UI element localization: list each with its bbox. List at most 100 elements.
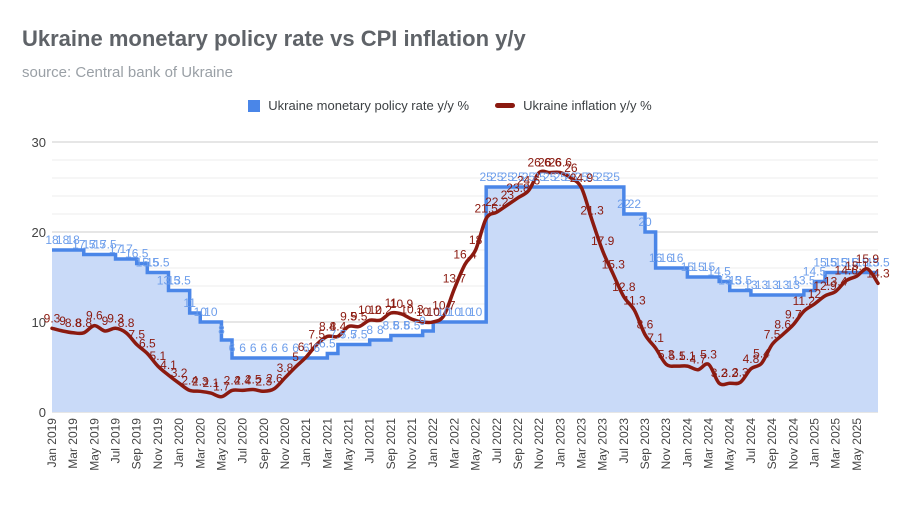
- inflation-data-label: 7.1: [647, 331, 664, 345]
- policy-rate-data-label: 6.5: [319, 337, 336, 351]
- policy-rate-data-label: 22: [628, 197, 642, 211]
- inflation-data-label: 12.9: [813, 279, 837, 293]
- x-tick-label: Jan 2022: [426, 418, 440, 468]
- x-tick-label: Jul 2021: [363, 418, 377, 464]
- policy-rate-data-label: 22: [617, 197, 631, 211]
- policy-rate-data-label: 10: [427, 305, 441, 319]
- inflation-data-label: 23.8: [506, 181, 530, 195]
- policy-rate-data-label: 13.5: [792, 274, 816, 288]
- policy-rate-data-label: 14.5: [707, 265, 731, 279]
- inflation-data-label: 8.6: [637, 318, 654, 332]
- policy-rate-data-label: 9: [419, 314, 426, 328]
- inflation-data-label: 15.1: [845, 259, 869, 273]
- policy-rate-data-label: 13.5: [167, 274, 191, 288]
- x-tick-label: Jan 2025: [807, 418, 821, 468]
- x-tick-label: Jan 2023: [553, 418, 567, 468]
- x-tick-label: Jan 2024: [680, 418, 694, 468]
- x-tick-label: May 2021: [342, 418, 356, 471]
- legend-swatch-inflation: [495, 103, 516, 108]
- inflation-data-label: 11.3: [623, 293, 646, 307]
- inflation-data-label: 12.8: [612, 280, 636, 294]
- x-tick-label: Jul 2023: [617, 418, 631, 464]
- policy-rate-data-label: 17.5: [93, 238, 117, 252]
- x-tick-label: May 2025: [850, 418, 864, 471]
- policy-rate-data-label: 25: [479, 170, 493, 184]
- policy-rate-data-label: 8: [377, 323, 384, 337]
- policy-rate-data-label: 15.5: [866, 256, 890, 270]
- policy-rate-data-label: 8.5: [383, 319, 400, 333]
- x-tick-label: Mar 2025: [829, 418, 843, 469]
- x-tick-label: Nov 2023: [659, 418, 673, 470]
- inflation-data-label: 16.4: [453, 247, 477, 261]
- x-tick-label: Jan 2021: [299, 418, 313, 468]
- inflation-data-label: 6.1: [298, 340, 315, 354]
- inflation-data-label: 21.3: [580, 203, 604, 217]
- x-tick-label: Jul 2024: [744, 418, 758, 464]
- policy-rate-data-label: 25: [596, 170, 610, 184]
- policy-rate-data-label: 20: [638, 215, 652, 229]
- inflation-data-label: 22.2: [485, 195, 509, 209]
- inflation-data-label: 4.7: [690, 353, 707, 367]
- policy-rate-data-label: 18: [45, 233, 59, 247]
- inflation-data-label: 2.6: [266, 372, 283, 386]
- y-tick-label: 20: [32, 225, 46, 240]
- inflation-data-label: 2.5: [245, 373, 262, 387]
- inflation-data-label: 24.6: [517, 174, 541, 188]
- inflation-data-label: 3.2: [171, 366, 188, 380]
- inflation-data-label: 13.4: [824, 274, 848, 288]
- policy-rate-data-label: 10: [458, 305, 472, 319]
- legend-item-policy-rate[interactable]: Ukraine monetary policy rate y/y %: [248, 98, 469, 113]
- legend-label-policy-rate: Ukraine monetary policy rate y/y %: [268, 98, 470, 113]
- policy-rate-data-label: 8.5: [393, 319, 410, 333]
- inflation-data-label: 5.3: [658, 347, 675, 361]
- inflation-data-label: 7.5: [308, 328, 325, 342]
- policy-rate-data-label: 25: [554, 170, 568, 184]
- x-tick-label: Nov 2022: [532, 418, 546, 470]
- inflation-data-label: 2.3: [255, 374, 272, 388]
- inflation-data-label: 9.5: [340, 310, 357, 324]
- policy-rate-data-label: 17: [109, 242, 123, 256]
- inflation-data-label: 10: [427, 305, 441, 319]
- policy-rate-data-label: 17.5: [83, 238, 107, 252]
- legend-label-inflation: Ukraine inflation y/y %: [523, 98, 652, 113]
- inflation-line: [50, 169, 880, 399]
- policy-rate-data-label: 8.5: [404, 319, 421, 333]
- policy-rate-data-label: 25: [585, 170, 599, 184]
- policy-rate-data-label: 16.5: [125, 247, 149, 261]
- policy-rate-data-label: 13: [755, 278, 769, 292]
- x-tick-label: Nov 2024: [786, 418, 800, 470]
- x-tick-label: Sep 2019: [130, 418, 144, 470]
- x-tick-label: Nov 2021: [405, 418, 419, 470]
- inflation-data-label: 9: [102, 314, 109, 328]
- policy-rate-data-label: 13: [765, 278, 779, 292]
- x-tick-label: May 2022: [469, 418, 483, 471]
- policy-rate-data-label: 16: [660, 251, 674, 265]
- x-tick-label: May 2023: [596, 418, 610, 471]
- x-tick-label: Mar 2019: [66, 418, 80, 469]
- inflation-data-label: 23: [501, 188, 515, 202]
- policy-rate-data-label: 6: [282, 341, 289, 355]
- legend-item-inflation[interactable]: Ukraine inflation y/y %: [495, 98, 652, 113]
- inflation-data-label: 4.1: [160, 358, 177, 372]
- x-tick-label: Mar 2020: [193, 418, 207, 469]
- inflation-data-label: 1.7: [213, 380, 230, 394]
- inflation-data-label: 9.3: [44, 311, 61, 325]
- policy-rate-data-label: 14.5: [803, 265, 827, 279]
- policy-rate-data-label: 15.5: [845, 256, 869, 270]
- inflation-data-label: 3.2: [711, 366, 728, 380]
- inflation-data-label: 2.4: [181, 373, 198, 387]
- x-tick-label: May 2020: [214, 418, 228, 471]
- policy-rate-data-label: 25: [607, 170, 621, 184]
- inflation-data-label: 11: [385, 296, 398, 310]
- policy-rate-data-label: 6: [260, 341, 267, 355]
- policy-rate-data-label: 25: [532, 170, 546, 184]
- policy-rate-data-label: 10: [194, 305, 208, 319]
- policy-rate-data-label: 15.5: [136, 256, 160, 270]
- inflation-data-label: 10: [416, 305, 430, 319]
- x-tick-label: Nov 2019: [151, 418, 165, 470]
- inflation-data-label: 14.3: [866, 266, 890, 280]
- inflation-data-label: 8.4: [330, 319, 347, 333]
- policy-rate-data-label: 16: [670, 251, 684, 265]
